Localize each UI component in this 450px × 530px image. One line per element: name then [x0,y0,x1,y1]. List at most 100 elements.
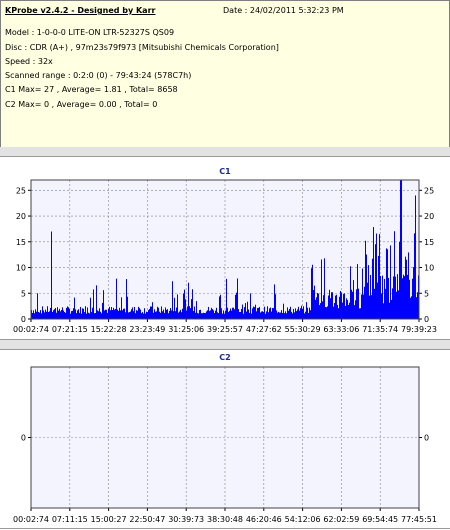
c1-bar [49,311,50,319]
c1-bar [349,302,350,319]
c1-bar [213,310,214,319]
c1-bar [316,297,317,319]
c1-bar [104,310,105,319]
c1-bar [359,308,360,319]
c1-bar [321,259,322,319]
c1-bar [82,308,83,319]
c1-bar [208,306,209,319]
c1-bar [303,306,304,319]
c1-bar [102,302,103,319]
c1-bar [372,258,373,319]
c1-bar [380,276,381,319]
c1-bar [253,306,254,319]
c1-bar [247,301,248,319]
c1-bar [395,276,396,319]
c1-bar [244,307,245,319]
y-tick-label-left: 25 [16,186,26,195]
x-tick-label: 15:00:27 [91,515,127,524]
c1-bar [293,308,294,319]
c1-bar [237,278,238,319]
c1-bar [307,307,308,319]
c1-bar [60,311,61,319]
c1-bar [41,313,42,319]
c1-bar [170,308,171,319]
c1-bar [245,303,246,319]
c1-bar [112,310,113,319]
c1-bar [256,311,257,319]
c1-bar [258,307,259,319]
c1-bar [177,294,178,319]
c1-bar [37,293,38,319]
c1-bar [233,307,234,319]
c1-bar [217,312,218,319]
c1-bar [74,297,75,319]
c1-bar [126,279,127,319]
plot-border [30,179,420,320]
c1-bar [67,306,68,319]
c1-bar [138,306,139,319]
c1-bar [179,311,180,319]
c1-bar [314,285,315,319]
c1-bar [257,307,258,319]
c1-bar [268,312,269,319]
c1-bar [109,306,110,319]
c1-bar [65,312,66,319]
c2-chart-title: C2 [219,353,231,362]
c2-summary: C2 Max= 0 , Average= 0.00 , Total= 0 [5,100,158,109]
c1-bar [39,312,40,319]
c1-bar [121,297,122,319]
c1-bar [292,313,293,319]
c1-bar [191,299,192,319]
c1-bar [183,293,184,319]
c1-bar [412,278,413,319]
c1-bar [260,312,261,319]
y-tick-label-left: 20 [16,212,26,221]
c1-bar [120,310,121,319]
c1-bar [137,310,138,319]
c1-bar [341,292,342,319]
c1-bar [408,252,409,319]
c1-bar [402,278,403,319]
c1-bar [234,309,235,319]
c1-bar [391,299,392,319]
c1-bar [94,313,95,319]
y-tick-label-right: 15 [424,238,434,247]
c1-bar [415,195,416,319]
x-tick-label: 22:50:47 [129,515,165,524]
c1-bar [266,311,267,319]
c1-bar [389,302,390,319]
c1-bar [264,306,265,319]
c1-bar [284,313,285,319]
c1-bar [58,310,59,319]
c1-bar [211,307,212,319]
c1-bar [401,180,402,319]
y-tick-label-right: 0 [424,434,429,443]
x-tick-label: 46:20:46 [246,515,282,524]
c1-bar [302,308,303,319]
c1-bar [33,310,34,319]
c1-bar [355,300,356,319]
c1-bar [356,289,357,319]
c1-bar [221,308,222,319]
separator-top [0,147,450,156]
c1-bar [229,310,230,319]
c1-bar [150,306,151,319]
c1-bar [141,313,142,319]
c1-bar [295,308,296,319]
c1-bar [38,312,39,319]
c1-bar [212,309,213,319]
c1-bar [220,294,221,319]
c1-bar [378,255,379,319]
x-tick-label: 79:39:23 [401,325,437,334]
c1-bar [81,313,82,319]
c1-bar [119,307,120,319]
c1-bar [236,292,237,319]
c1-bar [57,307,58,319]
disc-info: Disc : CDR (A+) , 97m23s79f973 [Mitsubis… [5,43,279,52]
c1-bar [365,240,366,319]
c1-bar [347,300,348,319]
c1-bar [357,264,358,319]
c1-bar [328,295,329,319]
c1-bar [414,233,415,319]
c1-bar [364,286,365,319]
